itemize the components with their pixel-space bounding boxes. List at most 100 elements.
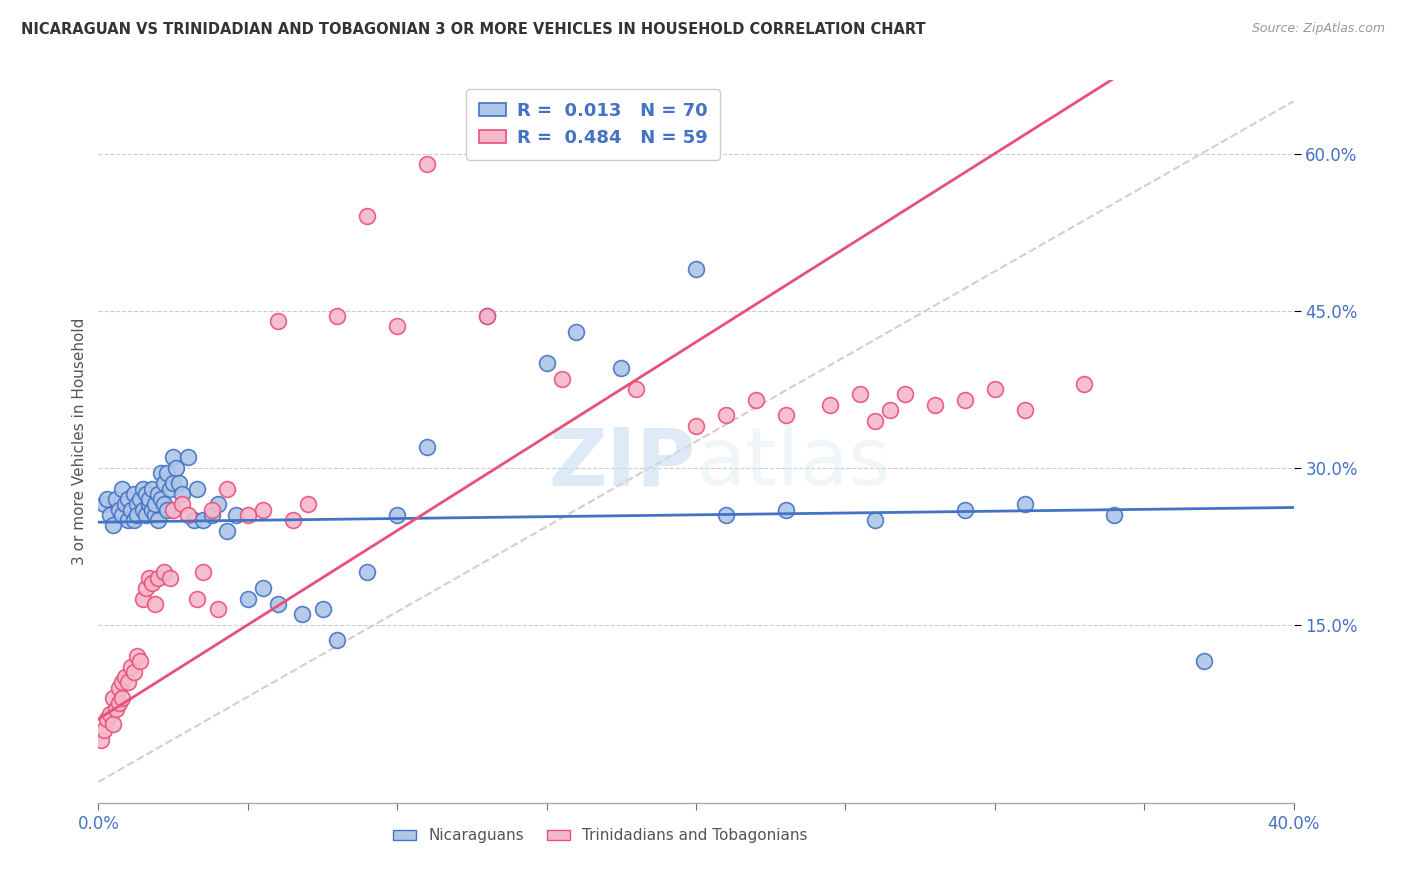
Point <box>172 497 194 511</box>
Point <box>326 633 349 648</box>
Point <box>953 502 976 516</box>
Point <box>135 487 157 501</box>
Point <box>236 508 259 522</box>
Point <box>120 659 142 673</box>
Point <box>252 502 274 516</box>
Point <box>550 372 572 386</box>
Point <box>167 476 190 491</box>
Y-axis label: 3 or more Vehicles in Household: 3 or more Vehicles in Household <box>72 318 87 566</box>
Point <box>108 696 131 710</box>
Point <box>356 566 378 580</box>
Point <box>103 518 125 533</box>
Point <box>114 497 136 511</box>
Point <box>90 733 112 747</box>
Text: NICARAGUAN VS TRINIDADIAN AND TOBAGONIAN 3 OR MORE VEHICLES IN HOUSEHOLD CORRELA: NICARAGUAN VS TRINIDADIAN AND TOBAGONIAN… <box>21 22 925 37</box>
Point <box>565 325 588 339</box>
Legend: Nicaraguans, Trinidadians and Tobagonians: Nicaraguans, Trinidadians and Tobagonian… <box>387 822 814 849</box>
Point <box>108 681 131 695</box>
Point <box>1192 655 1215 669</box>
Point <box>156 466 179 480</box>
Point <box>129 655 152 669</box>
Point <box>865 414 887 428</box>
Point <box>172 487 194 501</box>
Point <box>105 701 128 715</box>
Point <box>103 691 125 706</box>
Point <box>111 508 134 522</box>
Point <box>207 497 229 511</box>
Point <box>186 482 208 496</box>
Point <box>475 309 498 323</box>
Point <box>820 398 842 412</box>
Point <box>297 497 319 511</box>
Point <box>98 508 122 522</box>
Point <box>215 482 238 496</box>
Point <box>475 309 498 323</box>
Point <box>111 482 134 496</box>
Point <box>141 502 163 516</box>
Point <box>849 387 872 401</box>
Point <box>291 607 314 622</box>
Point <box>162 450 184 465</box>
Point <box>111 675 134 690</box>
Point <box>162 502 184 516</box>
Point <box>225 508 247 522</box>
Point <box>1104 508 1126 522</box>
Point <box>311 602 333 616</box>
Point <box>191 566 214 580</box>
Point <box>132 591 155 606</box>
Point <box>385 319 409 334</box>
Point <box>879 403 901 417</box>
Point <box>117 513 139 527</box>
Point <box>984 382 1007 396</box>
Point <box>610 361 633 376</box>
Point <box>153 497 176 511</box>
Point <box>127 649 149 664</box>
Point <box>135 508 157 522</box>
Point <box>141 575 163 590</box>
Point <box>775 409 797 423</box>
Point <box>111 691 134 706</box>
Point <box>93 497 115 511</box>
Point <box>177 450 200 465</box>
Point <box>96 492 118 507</box>
Point <box>135 581 157 595</box>
Point <box>953 392 976 407</box>
Point <box>117 675 139 690</box>
Point <box>124 487 146 501</box>
Point <box>114 670 136 684</box>
Point <box>267 314 290 328</box>
Point <box>177 508 200 522</box>
Point <box>93 723 115 737</box>
Point <box>186 591 208 606</box>
Point <box>385 508 409 522</box>
Point <box>153 476 176 491</box>
Point <box>215 524 238 538</box>
Text: atlas: atlas <box>696 425 890 502</box>
Point <box>207 602 229 616</box>
Point <box>124 513 146 527</box>
Point <box>685 418 707 433</box>
Point <box>132 502 155 516</box>
Point <box>326 309 349 323</box>
Point <box>162 476 184 491</box>
Point <box>894 387 917 401</box>
Point <box>536 356 558 370</box>
Point <box>138 571 160 585</box>
Point <box>1014 403 1036 417</box>
Point <box>108 502 131 516</box>
Point <box>129 492 152 507</box>
Point <box>138 497 160 511</box>
Point <box>745 392 768 407</box>
Point <box>103 717 125 731</box>
Point <box>132 482 155 496</box>
Point <box>153 566 176 580</box>
Point <box>150 466 173 480</box>
Point <box>148 487 170 501</box>
Point <box>127 497 149 511</box>
Point <box>416 440 439 454</box>
Point <box>120 502 142 516</box>
Point <box>98 706 122 721</box>
Point <box>356 210 378 224</box>
Point <box>1014 497 1036 511</box>
Point <box>165 460 187 475</box>
